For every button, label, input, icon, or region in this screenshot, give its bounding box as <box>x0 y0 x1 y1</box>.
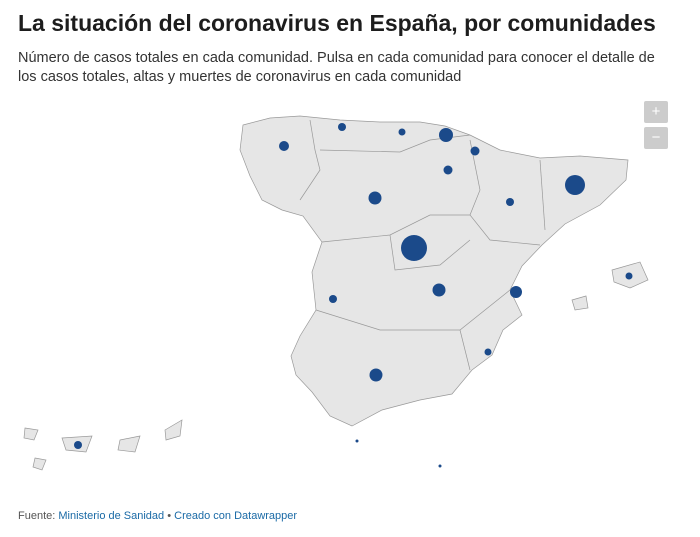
bubble <box>438 464 442 468</box>
peninsula <box>239 115 629 427</box>
bubble <box>355 439 359 443</box>
balearic-island <box>571 295 589 311</box>
bubble <box>74 441 82 449</box>
bubble <box>368 191 382 205</box>
bubble <box>329 295 337 303</box>
footer: Fuente: Ministerio de Sanidad • Creado c… <box>18 510 297 522</box>
bubble <box>338 123 346 131</box>
title: La situación del coronavirus en España, … <box>18 10 656 36</box>
bubble <box>470 146 480 156</box>
canary-island <box>164 419 183 441</box>
bubble <box>565 175 585 195</box>
bubble <box>625 272 633 280</box>
bubble <box>398 128 406 136</box>
bubbles <box>74 123 633 468</box>
bubble <box>484 348 492 356</box>
bubble <box>439 128 453 142</box>
bubble <box>279 141 289 151</box>
bubble <box>432 283 446 297</box>
source-link[interactable]: Ministerio de Sanidad <box>58 510 165 522</box>
bubble <box>369 368 383 382</box>
bubble <box>443 165 453 175</box>
zoom-in-button[interactable]: + <box>644 101 668 123</box>
source-label: Fuente: <box>18 510 56 522</box>
bubble <box>401 235 427 261</box>
canary-island <box>23 427 39 441</box>
credit-link[interactable]: Creado con Datawrapper <box>174 510 298 522</box>
bubble <box>510 286 522 298</box>
canary-island <box>32 457 47 471</box>
separator: • <box>167 510 172 522</box>
canary-island <box>117 435 141 453</box>
bubble <box>506 198 514 206</box>
zoom-out-button[interactable]: − <box>644 127 668 149</box>
subtitle: Número de casos totales en cada comunida… <box>18 50 655 85</box>
